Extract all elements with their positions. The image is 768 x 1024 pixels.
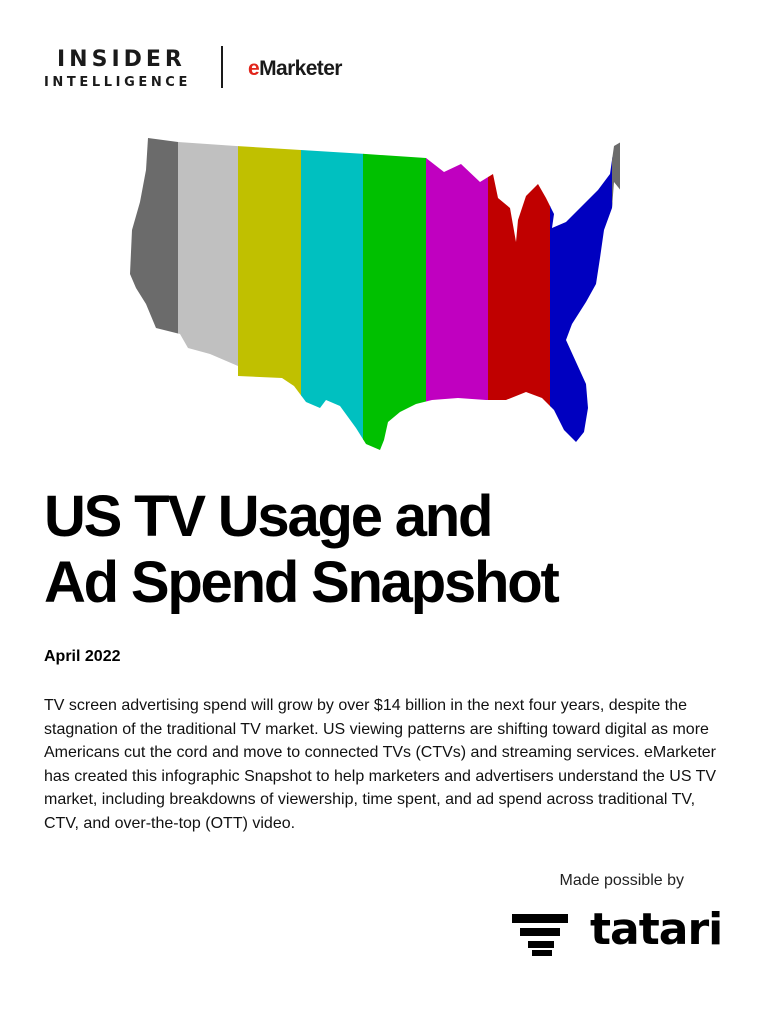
sponsor-logo: tatari [512, 904, 732, 960]
map-stripe [301, 138, 364, 450]
sponsor-name: tatari [590, 904, 723, 955]
header-divider [221, 46, 223, 88]
publication-date: April 2022 [44, 648, 121, 665]
page-title-line2: Ad Spend Snapshot [44, 550, 560, 615]
map-stripe [426, 138, 489, 450]
map-stripe [178, 138, 239, 450]
sponsor-label: Made possible by [559, 872, 684, 889]
emarketer-logo: eMarketer [248, 57, 342, 81]
header: INSIDER INTELLIGENCE eMarketer [44, 44, 444, 92]
page-title: US TV Usage and Ad Spend Snapshot [44, 484, 744, 616]
us-map-color-bars-image [130, 138, 620, 450]
tatari-icon [512, 914, 568, 956]
map-stripe [363, 138, 427, 450]
intro-paragraph: TV screen advertising spend will grow by… [44, 697, 717, 832]
map-stripe [238, 138, 302, 450]
insider-logo-line1: INSIDER [57, 47, 186, 72]
insider-logo-line2: INTELLIGENCE [44, 75, 191, 90]
emarketer-logo-e: e [248, 57, 260, 80]
map-stripe [550, 138, 613, 450]
page-title-line1: US TV Usage and [44, 484, 493, 549]
map-stripe [612, 138, 620, 450]
map-stripe [130, 138, 179, 450]
emarketer-logo-text: Marketer [259, 57, 342, 80]
map-stripe [488, 138, 551, 450]
